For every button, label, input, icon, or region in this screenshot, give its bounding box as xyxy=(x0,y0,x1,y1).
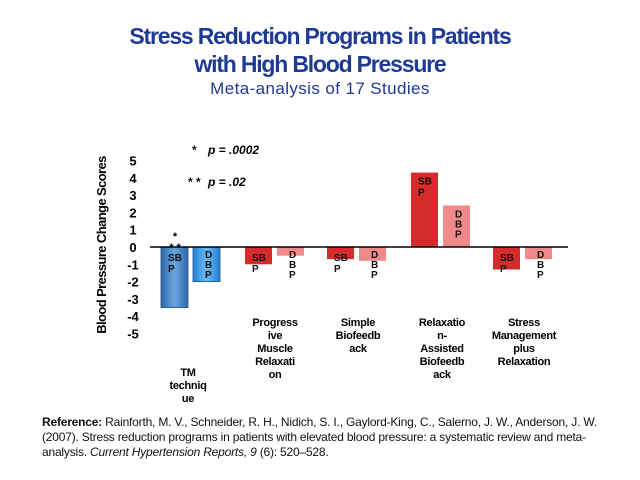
legend-text: p = .02 xyxy=(207,175,246,189)
category-label: Relaxation xyxy=(498,356,551,368)
category-label: Progress xyxy=(252,317,297,329)
bar-label-dbp: P xyxy=(371,270,378,281)
category-label: Muscle xyxy=(257,343,293,355)
category-label: Assisted xyxy=(420,343,463,355)
bar-label-dbp: P xyxy=(289,270,296,281)
category-label: ack xyxy=(349,343,368,355)
bar-dbp-4 xyxy=(443,205,470,247)
bar-dbp-5 xyxy=(525,247,552,260)
reference-body: Rainforth, M. V., Schneider, R. H., Nidi… xyxy=(42,415,597,459)
y-tick-label: -4 xyxy=(127,309,139,324)
category-label: ue xyxy=(182,393,194,405)
category-label: Biofeedb xyxy=(420,356,465,368)
bar-label-dbp: B xyxy=(205,260,212,271)
bar-label-dbp: D xyxy=(371,250,378,261)
bar-label-sbp: P xyxy=(334,264,341,275)
y-tick-label: 4 xyxy=(129,171,137,186)
bar-dbp-3 xyxy=(359,247,386,261)
bar-dbp-2 xyxy=(277,247,304,256)
reference-pages: (6): 520–528. xyxy=(256,445,329,459)
legend-mark: * xyxy=(192,143,197,157)
bar-label-dbp: D xyxy=(455,209,462,220)
y-tick-label: 5 xyxy=(129,154,136,169)
bar-label-dbp: B xyxy=(537,260,544,271)
reference-text: Reference: Rainforth, M. V., Schneider, … xyxy=(42,415,602,460)
category-label: Relaxatio xyxy=(419,317,466,329)
y-axis-label: Blood Pressure Change Scores xyxy=(94,156,109,334)
bar-sbp-2 xyxy=(245,247,272,265)
bar-label-dbp: B xyxy=(455,219,462,230)
bar-label-dbp: D xyxy=(205,250,212,261)
bar-label-sbp: SB xyxy=(168,253,182,264)
y-tick-label: 3 xyxy=(129,188,136,203)
y-tick-label: -3 xyxy=(127,292,139,307)
category-label: plus xyxy=(513,343,535,355)
category-label: TM xyxy=(180,367,195,379)
reference-label: Reference: xyxy=(42,415,103,429)
y-tick-label: -2 xyxy=(127,275,139,290)
category-label: Biofeedb xyxy=(336,330,381,342)
bar-label-dbp: D xyxy=(289,250,296,261)
bar-label-sbp: P xyxy=(168,264,175,275)
category-label: Simple xyxy=(341,317,375,329)
y-tick-label: 1 xyxy=(129,223,136,238)
y-tick-label: 0 xyxy=(129,240,136,255)
bar-label-sbp: SB xyxy=(418,177,432,188)
bar-chart: Blood Pressure Change Scores 5 4 3 2 1 0 -1 -2 -… xyxy=(94,143,568,405)
bar-sbp-5 xyxy=(493,247,520,270)
bar-label-dbp: P xyxy=(537,270,544,281)
bar-sbp-4 xyxy=(411,172,438,247)
bar-label-dbp: P xyxy=(205,270,212,281)
chart-title-line2: with High Blood Pressure xyxy=(194,51,446,77)
bar-dbp-1 xyxy=(192,246,221,282)
category-label: on xyxy=(269,369,282,381)
y-tick-label: 2 xyxy=(129,205,136,220)
bar-label-dbp: B xyxy=(289,260,296,271)
category-label: Management xyxy=(492,330,557,342)
bar-label-sbp: SB xyxy=(334,253,348,264)
bar-label-sbp: SB xyxy=(500,253,514,264)
reference-journal: Current Hypertension Reports, 9 xyxy=(90,445,257,459)
bar-sbp-3 xyxy=(327,247,354,260)
legend-mark: * * xyxy=(188,175,201,189)
bar-label-sbp: P xyxy=(500,264,507,275)
bar-label-sbp: P xyxy=(418,188,425,199)
category-label: ack xyxy=(433,369,452,381)
bar-label-sbp: P xyxy=(252,264,259,275)
chart-title-line1: Stress Reduction Programs in Patients xyxy=(129,23,511,49)
bar-label-sbp: SB xyxy=(252,253,266,264)
category-label: n- xyxy=(437,330,447,342)
bar-label-dbp: D xyxy=(537,250,544,261)
category-label: techniq xyxy=(169,380,206,392)
category-label: ive xyxy=(268,330,283,342)
chart-subtitle: Meta-analysis of 17 Studies xyxy=(210,79,430,98)
significance-mark: * xyxy=(173,231,178,243)
bar-sbp-1 xyxy=(160,246,189,308)
bar-label-dbp: P xyxy=(455,229,462,240)
significance-mark: * * xyxy=(169,242,181,254)
y-tick-label: -5 xyxy=(127,327,139,342)
y-tick-label: -1 xyxy=(127,257,139,272)
legend-text: p = .0002 xyxy=(207,143,259,157)
category-label: Stress xyxy=(508,317,540,329)
bar-label-dbp: B xyxy=(371,260,378,271)
category-label: Relaxati xyxy=(255,356,295,368)
